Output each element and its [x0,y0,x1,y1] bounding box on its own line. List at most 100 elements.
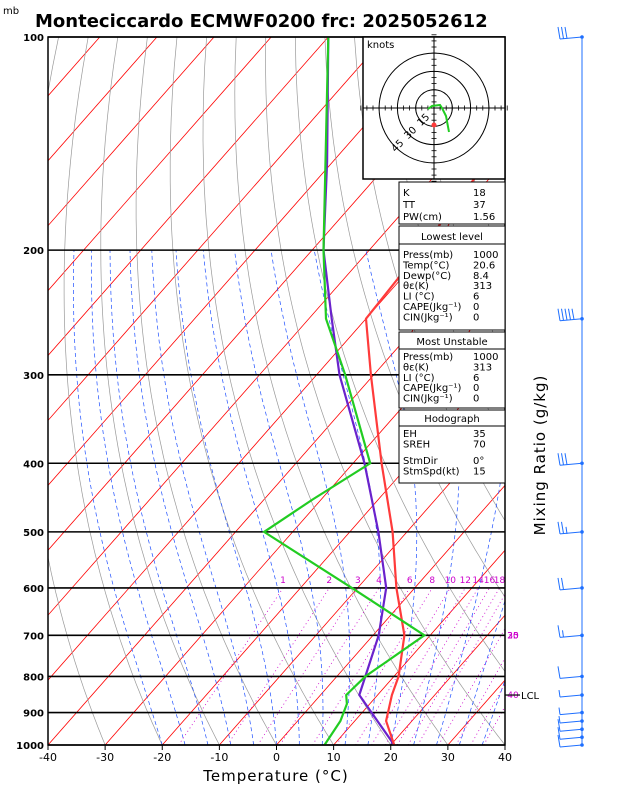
dry-adiabat-line [265,37,505,745]
panel-row-label: SREH [403,439,430,450]
wind-barb-flag [564,308,568,321]
isotherm-line [48,37,386,422]
isotherm-line [48,37,158,162]
top-unit-label: mb [3,6,19,17]
mixing-ratio-line [336,587,433,745]
hodograph-params-box [398,409,506,484]
dry-adiabat-line [294,37,505,673]
panel-row-value: 313 [473,362,492,373]
dewpoint-curve [262,37,427,745]
panel-row-label: θε(K) [403,281,429,292]
panel-row-value: 313 [473,281,492,292]
x-tick-label: 0 [273,751,280,764]
dry-adiabat-line [48,37,106,745]
isotherm-line [48,160,505,681]
panel-row-value: 0 [473,312,479,323]
wind-barb-flag [557,26,561,40]
indices-panel: K 18 TT 37 PW(cm) 1.56 [398,181,506,225]
x-tick-label: -30 [96,751,114,764]
wind-barb-flag [561,26,564,39]
panel-row-value: 15 [473,466,486,477]
moist-adiabat-line [413,250,460,745]
wind-barb-shaft [559,720,583,724]
panel-row-label: LI (°C) [403,292,435,303]
moist-adiabat-line [504,744,505,745]
k-index-value: 18 [473,188,486,199]
panel-row-label: LI (°C) [403,373,435,384]
x-axis-ticks: -40 -30 -20 -10 0 10 20 30 40 [39,745,512,764]
panel-row-value: 1000 [473,352,498,363]
isotherm-line [219,419,505,745]
dry-adiabat-line [169,37,334,745]
mixing-ratio-line [455,657,505,745]
dry-adiabat-line [562,37,618,745]
most-unstable-panel: Most Unstable Press(mb) 1000 θε(K) 313 LI (°… [398,331,506,409]
panel-row-label: Temp(°C) [402,260,450,271]
wind-barb-flag [564,26,568,39]
lcl-marker: LCL [505,691,540,702]
wind-barb-half-flag [565,526,568,534]
x-tick-label: 20 [384,751,398,764]
panel-row-label: θε(K) [403,362,429,373]
wind-barb-flag [557,625,561,638]
hodograph-trace [427,103,450,133]
tt-index-value: 37 [473,200,486,211]
dry-adiabat-line [63,37,163,745]
pressure-tick-label: 1000 [16,741,44,752]
pressure-tick-label: 600 [23,584,44,595]
moist-adiabat-line [151,250,255,745]
isotherm-line [48,37,272,292]
panel-row-label: Press(mb) [403,250,453,261]
wind-barb-shaft [559,736,583,740]
mixing-ratio-line [257,587,359,745]
pressure-tick-label: 400 [23,459,44,470]
wind-barb-flag [557,734,561,748]
k-index-label: K [403,188,410,199]
mixing-ratio-line [312,587,411,745]
moist-adiabat-line [90,250,186,745]
mixing-ratio-line [355,587,451,745]
mixing-ratio-label: 2 [326,576,332,586]
x-axis-label: Temperature (°C) [202,767,348,785]
mixing-ratio-line [438,627,505,745]
storm-motion-marker [431,122,437,128]
wind-barb-flag [557,666,561,679]
chart-title: Monteciccardo ECMWF0200 frc: 2025052612 [35,11,488,32]
mixing-ratio-label: 6 [407,576,413,586]
panel-row-label: Dewp(°C) [403,271,451,282]
panel-row-label: CAPE(Jkg⁻¹) [403,302,461,313]
panel-row-value: 0 [473,302,479,313]
mixing-ratio-label: 35 [507,631,518,641]
pressure-tick-label: 300 [23,371,44,382]
hodograph-params-rows: EH 35 SREH 70 StmDir 0° StmSpd(kt) 15 [403,429,486,477]
wind-barb-half-flag [558,707,561,715]
lowest-level-heading: Lowest level [421,232,483,243]
tt-index-label: TT [402,200,416,211]
moist-adiabat-line [202,250,300,745]
mixing-ratio-label: 14 [472,576,484,586]
panel-row-label: CAPE(Jkg⁻¹) [403,383,461,394]
moist-adiabat-line [73,250,163,745]
wind-barb-flag [564,453,568,465]
lowest-level-rows: Press(mb) 1000 Temp(°C) 20.6 Dewp(°C) 8.4 θε(K… [402,250,498,323]
wind-barb-half-flag [558,689,561,698]
dry-adiabat-line [591,37,618,745]
pressure-axis-ticks: 100 200 300 400 500 600 700 800 900 1000 [16,33,44,752]
wind-barb-flag [561,453,564,466]
pressure-tick-label: 200 [23,246,44,257]
pressure-tick-label: 100 [23,33,44,44]
dry-adiabat-line [234,37,449,745]
panel-row-value: 6 [473,292,479,303]
indices-box [398,181,506,225]
moist-adiabat-line [109,250,209,745]
wind-barb-flag [557,308,561,321]
isotherm-line [48,225,505,745]
mixing-ratio-label: 40 [507,691,519,701]
isotherm-line [504,744,505,745]
wind-barb-flag [557,719,561,732]
panel-row-label: StmSpd(kt) [403,466,460,477]
pressure-tick-label: 900 [23,709,44,720]
wind-barb-flag [557,453,561,466]
